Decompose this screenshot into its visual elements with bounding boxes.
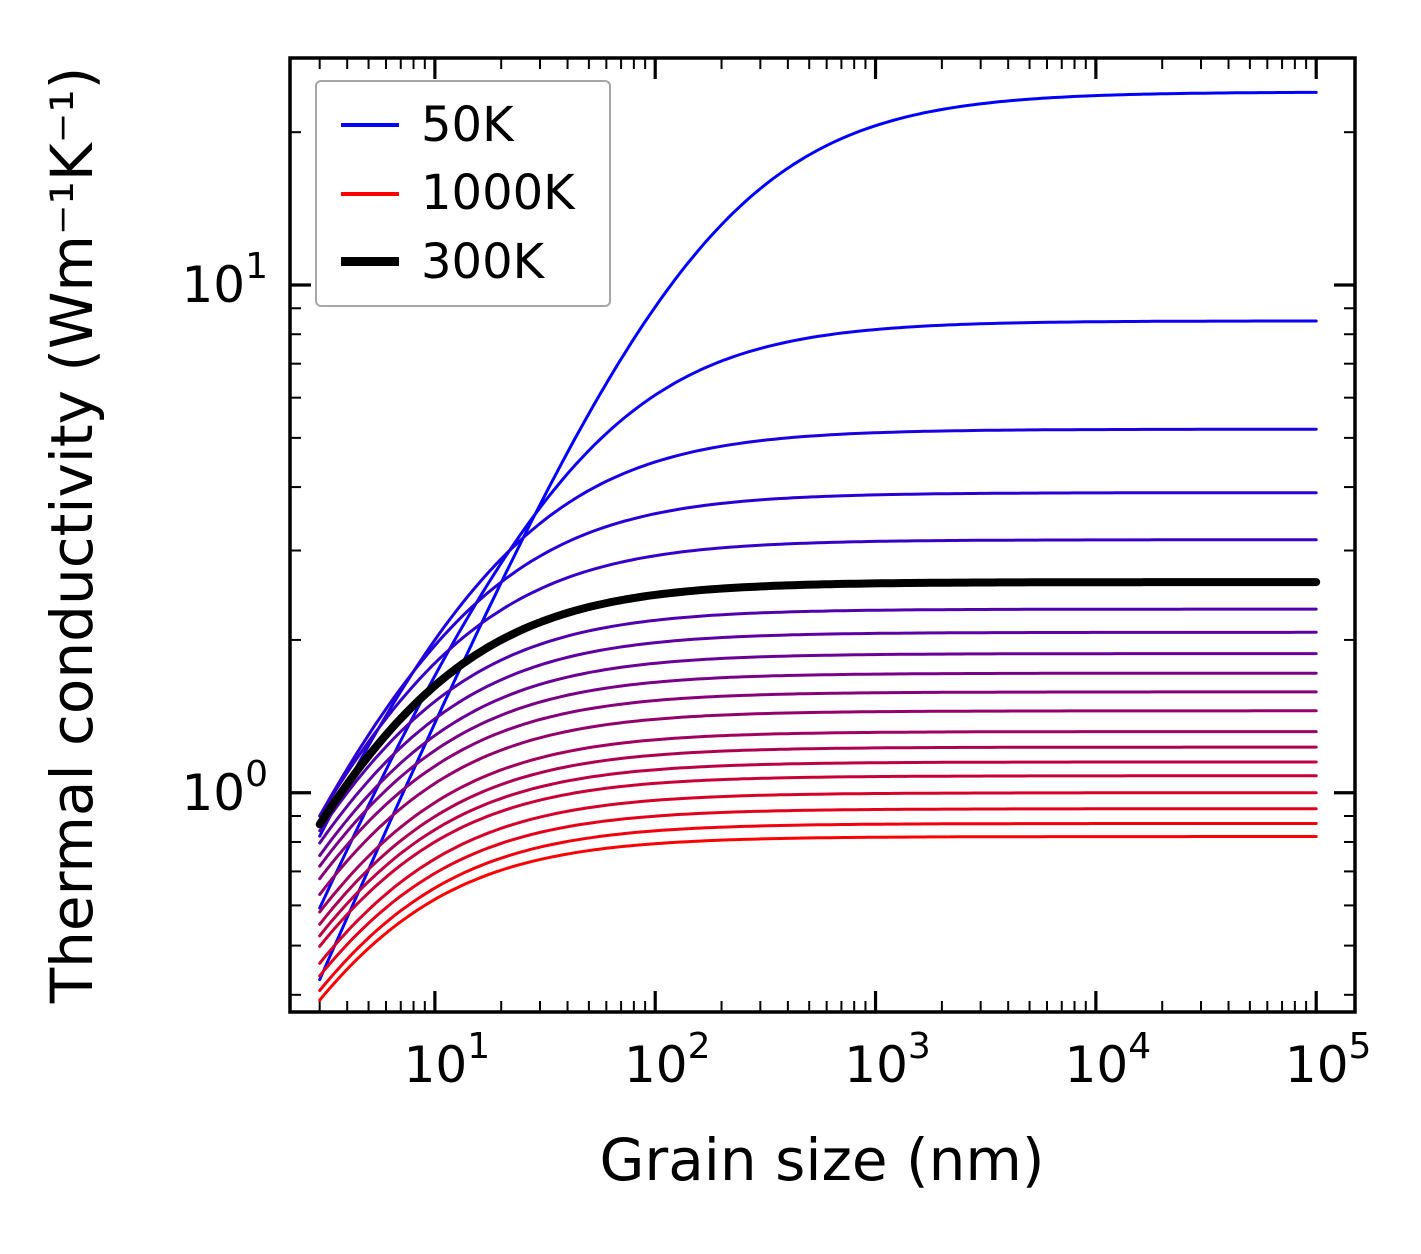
series-line-850K (318, 791, 1318, 965)
x-tick-label-10e2: 102 (624, 1026, 711, 1094)
legend: 50K 1000K 300K (315, 80, 611, 308)
legend-line-sample-1000k (341, 191, 399, 196)
y-axis-label: Thermal conductivity (Wm⁻¹K⁻¹) (38, 66, 106, 1004)
series-line-100K (318, 319, 1318, 910)
series-line-650K (318, 730, 1318, 914)
y-tick-label-10e1: 101 (181, 246, 268, 314)
legend-label-50k: 50K (421, 97, 514, 153)
series-line-50K (318, 90, 1318, 982)
legend-label-300k: 300K (421, 233, 545, 290)
legend-entry-50k: 50K (341, 100, 575, 150)
series-line-250K (318, 538, 1318, 818)
series-line-600K (318, 709, 1318, 896)
x-tick-label-10e1: 101 (404, 1026, 491, 1094)
legend-line-sample-300k (341, 257, 399, 267)
series-line-950K (318, 822, 1318, 992)
series-line-200K (318, 491, 1318, 818)
legend-entry-1000k: 1000K (341, 165, 575, 222)
x-axis-label: Grain size (nm) (599, 1126, 1045, 1194)
tick-labels: 101 102 103 104 105 100 101 (181, 246, 1371, 1094)
series-line-400K (318, 630, 1318, 845)
series-line-550K (318, 690, 1318, 881)
series-line-450K (318, 652, 1318, 858)
series-line-900K (318, 807, 1318, 978)
series-line-150K (318, 427, 1318, 838)
series-lines (315, 90, 1321, 1002)
series-line-300K (315, 578, 1321, 829)
series-line-500K (318, 671, 1318, 868)
series-line-750K (318, 760, 1318, 938)
series-line-700K (318, 745, 1318, 926)
x-tick-label-10e5: 105 (1285, 1026, 1372, 1094)
minor-ticks (290, 58, 1355, 1012)
series-line-800K (318, 774, 1318, 948)
plot-spines (288, 56, 1357, 1014)
series-line-1000K (318, 835, 1318, 1002)
legend-label-1000k: 1000K (421, 165, 575, 222)
major-ticks (290, 58, 1355, 1012)
y-tick-label-10e0: 100 (181, 754, 268, 822)
legend-line-sample-50k (341, 123, 399, 128)
x-tick-label-10e4: 104 (1065, 1026, 1152, 1094)
x-tick-label-10e3: 103 (844, 1026, 931, 1094)
series-line-350K (318, 607, 1318, 833)
legend-entry-300k: 300K (341, 233, 575, 290)
